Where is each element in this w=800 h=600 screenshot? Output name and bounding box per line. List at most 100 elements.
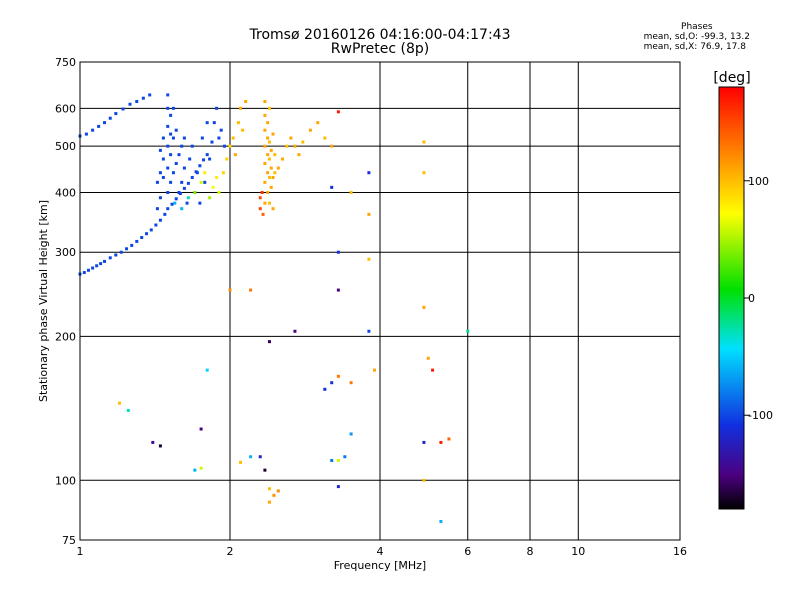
- data-point: [91, 128, 95, 132]
- data-point: [367, 171, 371, 175]
- data-point: [180, 180, 184, 184]
- data-point: [273, 153, 277, 157]
- data-point: [203, 171, 207, 175]
- scatter-points: [78, 93, 470, 523]
- data-point: [158, 444, 162, 448]
- data-point: [297, 153, 301, 157]
- data-point: [219, 128, 223, 132]
- data-point: [217, 136, 221, 140]
- data-point: [161, 175, 165, 179]
- data-point: [422, 305, 426, 309]
- data-point: [422, 478, 426, 482]
- data-point: [266, 121, 270, 125]
- phase-stats-heading: Phases: [681, 22, 713, 32]
- data-point: [126, 408, 130, 412]
- data-point: [323, 136, 327, 140]
- data-point: [233, 153, 237, 157]
- data-point: [166, 190, 170, 194]
- data-point: [158, 196, 162, 200]
- data-point: [82, 271, 86, 275]
- y-tick-label: 100: [55, 474, 76, 487]
- data-point: [203, 180, 207, 184]
- data-point: [266, 171, 270, 175]
- chart-title: Tromsø 20160126 04:16:00-04:17:43: [249, 27, 511, 43]
- data-point: [263, 144, 267, 148]
- data-point: [336, 250, 340, 254]
- data-point: [336, 458, 340, 462]
- data-point: [422, 171, 426, 175]
- data-point: [316, 121, 320, 125]
- data-point: [439, 440, 443, 444]
- y-tick-label: 200: [55, 330, 76, 343]
- data-point: [200, 136, 204, 140]
- data-point: [271, 175, 275, 179]
- data-point: [198, 164, 202, 168]
- data-point: [155, 207, 159, 211]
- data-point: [263, 113, 267, 117]
- x-tick-label: 10: [571, 545, 585, 558]
- data-point: [266, 136, 270, 140]
- y-axis-label: Stationary phase Virtual Height [km]: [37, 200, 50, 402]
- data-point: [158, 148, 162, 152]
- data-point: [188, 157, 192, 161]
- data-point: [166, 124, 170, 128]
- data-point: [263, 180, 267, 184]
- y-tick-label: 75: [62, 534, 76, 547]
- data-point: [285, 144, 289, 148]
- data-point: [373, 368, 377, 372]
- data-point: [135, 239, 139, 243]
- data-point: [447, 437, 451, 441]
- plot-frame: [79, 61, 681, 541]
- data-point: [330, 458, 334, 462]
- data-point: [195, 171, 199, 175]
- data-point: [267, 175, 271, 179]
- data-point: [223, 144, 227, 148]
- data-point: [308, 128, 312, 132]
- data-point: [182, 166, 186, 170]
- data-point: [169, 180, 173, 184]
- data-point: [186, 181, 190, 185]
- data-point: [151, 440, 155, 444]
- data-point: [166, 144, 170, 148]
- data-point: [128, 102, 132, 106]
- data-point: [267, 340, 271, 344]
- data-point: [422, 140, 426, 144]
- data-point: [211, 185, 215, 189]
- data-point: [426, 356, 430, 360]
- data-point: [272, 493, 276, 497]
- data-point: [267, 106, 271, 110]
- data-point: [193, 468, 197, 472]
- data-point: [281, 157, 285, 161]
- data-point: [330, 144, 334, 148]
- data-point: [205, 368, 209, 372]
- data-point: [466, 329, 470, 333]
- data-point: [323, 387, 327, 391]
- data-point: [267, 157, 271, 161]
- y-axis-ticks: 75 100 200 300 400 500 600 750: [55, 56, 76, 547]
- data-point: [86, 268, 90, 272]
- data-point: [193, 190, 197, 194]
- x-tick-label: 6: [464, 545, 471, 558]
- data-point: [276, 489, 280, 493]
- colorbar-tick-label: 100: [748, 175, 769, 188]
- x-tick-label: 4: [377, 545, 384, 558]
- y-tick-label: 750: [55, 56, 76, 69]
- data-point: [199, 466, 203, 470]
- data-point: [103, 259, 107, 263]
- data-point: [158, 218, 162, 222]
- data-point: [263, 468, 267, 472]
- data-point: [263, 201, 267, 205]
- data-point: [199, 180, 203, 184]
- data-point: [155, 180, 159, 184]
- data-point: [336, 288, 340, 292]
- y-tick-label: 300: [55, 246, 76, 259]
- x-axis-ticks: 1 2 4 6 8 10 16: [77, 545, 688, 558]
- data-point: [180, 207, 184, 211]
- data-point: [169, 132, 173, 136]
- data-point: [367, 257, 371, 261]
- colorbar-ticks: 100 0 -100: [744, 175, 773, 422]
- x-tick-label: 16: [673, 545, 687, 558]
- data-point: [258, 455, 262, 459]
- data-point: [177, 153, 181, 157]
- data-point: [301, 140, 305, 144]
